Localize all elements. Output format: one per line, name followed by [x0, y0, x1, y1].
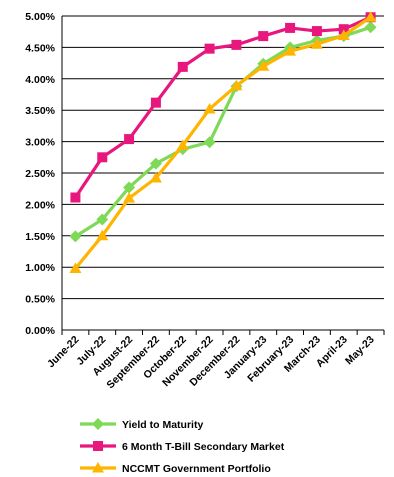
data-point	[177, 61, 188, 72]
y-tick-label: 1.00%	[25, 262, 55, 274]
gridlines	[62, 15, 384, 331]
data-point	[69, 230, 82, 243]
data-point	[149, 157, 162, 170]
data-point	[338, 24, 349, 35]
series-line	[74, 25, 372, 238]
legend-item: 6 Month T-Bill Secondary Market	[80, 441, 285, 453]
data-point	[284, 45, 297, 56]
x-tick-label: June-22	[45, 334, 82, 371]
data-point	[149, 172, 162, 183]
data-point	[310, 38, 323, 49]
y-tick-label: 2.50%	[25, 168, 55, 180]
data-point	[176, 139, 189, 150]
y-tick-label: 5.00%	[25, 11, 55, 23]
data-point	[364, 21, 377, 34]
data-point	[150, 97, 161, 108]
data-point	[123, 181, 136, 194]
data-point	[123, 192, 136, 203]
series-yield-to-maturity	[69, 21, 377, 243]
data-point	[203, 136, 216, 149]
y-axis-tick-labels: 0.00% 0.50% 1.00% 1.50% 2.00% 2.50% 3.00% 3.50%…	[25, 11, 55, 337]
y-tick-label: 3.00%	[25, 137, 55, 149]
data-point	[285, 22, 296, 33]
legend-item: NCCMT Government Portfolio	[80, 462, 271, 475]
legend-item: Yield to Maturity	[80, 418, 203, 431]
legend-marker	[92, 418, 104, 430]
y-tick-label: 4.50%	[25, 42, 55, 54]
y-tick-label: 3.50%	[25, 105, 55, 117]
series-lines	[69, 11, 377, 273]
data-point	[230, 79, 243, 91]
data-point	[124, 134, 135, 145]
axes	[61, 16, 385, 335]
data-point	[96, 229, 109, 241]
legend-label: NCCMT Government Portfolio	[122, 463, 271, 475]
data-point	[258, 31, 269, 42]
series-line	[74, 15, 372, 199]
legend-label: Yield to Maturity	[122, 419, 203, 431]
data-point	[337, 29, 350, 40]
data-point	[96, 213, 109, 226]
legend: Yield to Maturity 6 Month T-Bill Secondar…	[80, 418, 285, 475]
series-line	[74, 15, 372, 270]
legend-marker	[93, 441, 103, 451]
x-axis-tick-labels: June-22July-22August-22September-22Octob…	[45, 334, 377, 392]
data-point	[311, 26, 322, 37]
data-point	[257, 60, 270, 71]
y-tick-label: 2.00%	[25, 199, 55, 211]
y-tick-label: 0.50%	[25, 294, 55, 306]
y-tick-label: 0.00%	[25, 325, 55, 337]
data-point	[231, 39, 242, 50]
data-point	[97, 152, 108, 163]
data-point	[203, 102, 216, 114]
x-tick-label: May-23	[343, 334, 377, 368]
data-point	[204, 43, 215, 54]
y-tick-label: 4.00%	[25, 74, 55, 86]
data-point	[69, 262, 82, 273]
y-tick-label: 1.50%	[25, 231, 55, 243]
legend-label: 6 Month T-Bill Secondary Market	[122, 441, 285, 453]
data-point	[70, 192, 81, 203]
legend-marker	[92, 462, 104, 473]
series-nccmt-government-portfolio	[69, 11, 377, 273]
data-point	[364, 11, 377, 22]
